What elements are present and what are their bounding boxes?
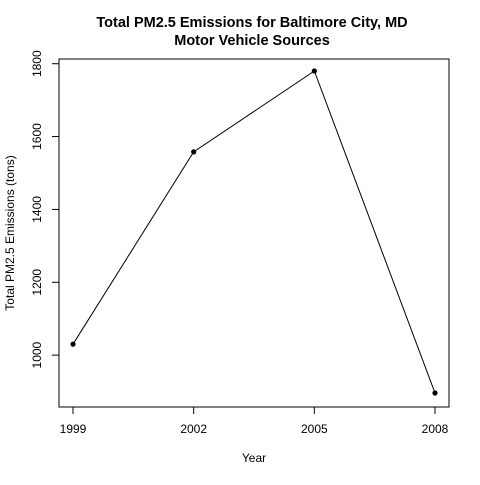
plot-frame <box>58 58 450 408</box>
data-point <box>191 149 197 155</box>
y-tick-label: 1800 <box>30 50 44 77</box>
y-tick-label: 1200 <box>30 269 44 296</box>
x-tick-label: 2005 <box>301 422 328 436</box>
x-axis: 1999 2002 2005 2008 <box>60 407 449 436</box>
x-axis-label: Year <box>242 451 266 465</box>
chart-title: Total PM2.5 Emissions for Baltimore City… <box>96 15 407 31</box>
data-point <box>311 68 317 74</box>
x-tick-label: 2008 <box>422 422 449 436</box>
chart-subtitle: Motor Vehicle Sources <box>174 33 330 49</box>
y-axis: 1000 1200 1400 1600 1800 <box>30 50 59 368</box>
data-point <box>70 341 76 347</box>
y-tick-label: 1600 <box>30 123 44 150</box>
x-tick-label: 1999 <box>60 422 87 436</box>
series-layer <box>70 68 438 396</box>
y-axis-label: Total PM2.5 Emissions (tons) <box>3 155 17 310</box>
data-point <box>432 390 438 396</box>
y-tick-label: 1400 <box>30 196 44 223</box>
series-line <box>72 70 436 394</box>
x-tick-label: 2002 <box>180 422 207 436</box>
y-tick-label: 1000 <box>30 341 44 368</box>
